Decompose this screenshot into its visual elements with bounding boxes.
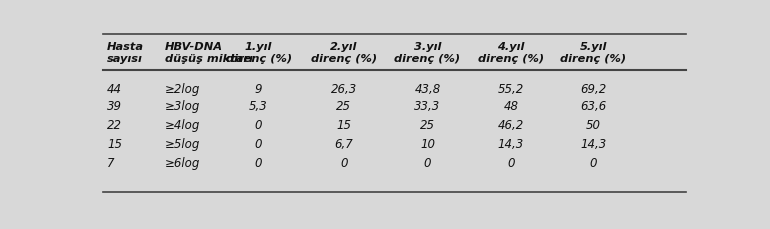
Text: ≥6log: ≥6log <box>165 157 200 170</box>
Text: 0: 0 <box>340 157 347 170</box>
Text: 3.yıl
direnç (%): 3.yıl direnç (%) <box>394 42 460 64</box>
Text: 7: 7 <box>107 157 115 170</box>
Text: Hasta
sayısı: Hasta sayısı <box>107 42 144 64</box>
Text: 5.yıl
direnç (%): 5.yıl direnç (%) <box>561 42 627 64</box>
Text: 0: 0 <box>255 138 263 150</box>
Text: 33,3: 33,3 <box>414 100 440 113</box>
Text: 0: 0 <box>255 118 263 131</box>
Text: ≥4log: ≥4log <box>165 118 200 131</box>
Text: 9: 9 <box>255 82 263 95</box>
Text: 14,3: 14,3 <box>581 138 607 150</box>
Text: 0: 0 <box>590 157 597 170</box>
Text: 2.yıl
direnç (%): 2.yıl direnç (%) <box>311 42 377 64</box>
Text: ≥3log: ≥3log <box>165 100 200 113</box>
Text: 25: 25 <box>420 118 435 131</box>
Text: ≥5log: ≥5log <box>165 138 200 150</box>
Text: 14,3: 14,3 <box>498 138 524 150</box>
Text: ≥2log: ≥2log <box>165 82 200 95</box>
Text: 0: 0 <box>255 157 263 170</box>
Text: 39: 39 <box>107 100 122 113</box>
Text: 15: 15 <box>107 138 122 150</box>
Text: 48: 48 <box>504 100 518 113</box>
Text: 4.yıl
direnç (%): 4.yıl direnç (%) <box>478 42 544 64</box>
Text: 26,3: 26,3 <box>331 82 357 95</box>
Text: 44: 44 <box>107 82 122 95</box>
Text: 69,2: 69,2 <box>581 82 607 95</box>
Text: 5,3: 5,3 <box>249 100 268 113</box>
Text: 1.yıl
direnç (%): 1.yıl direnç (%) <box>226 42 292 64</box>
Text: 0: 0 <box>424 157 431 170</box>
Text: 15: 15 <box>336 118 351 131</box>
Text: HBV-DNA
düşüş miktarı: HBV-DNA düşüş miktarı <box>165 42 253 64</box>
Text: 55,2: 55,2 <box>498 82 524 95</box>
Text: 25: 25 <box>336 100 351 113</box>
Text: 63,6: 63,6 <box>581 100 607 113</box>
Text: 22: 22 <box>107 118 122 131</box>
Text: 10: 10 <box>420 138 435 150</box>
Text: 46,2: 46,2 <box>498 118 524 131</box>
Text: 43,8: 43,8 <box>414 82 440 95</box>
Text: 6,7: 6,7 <box>334 138 353 150</box>
Text: 50: 50 <box>586 118 601 131</box>
Text: 0: 0 <box>507 157 514 170</box>
